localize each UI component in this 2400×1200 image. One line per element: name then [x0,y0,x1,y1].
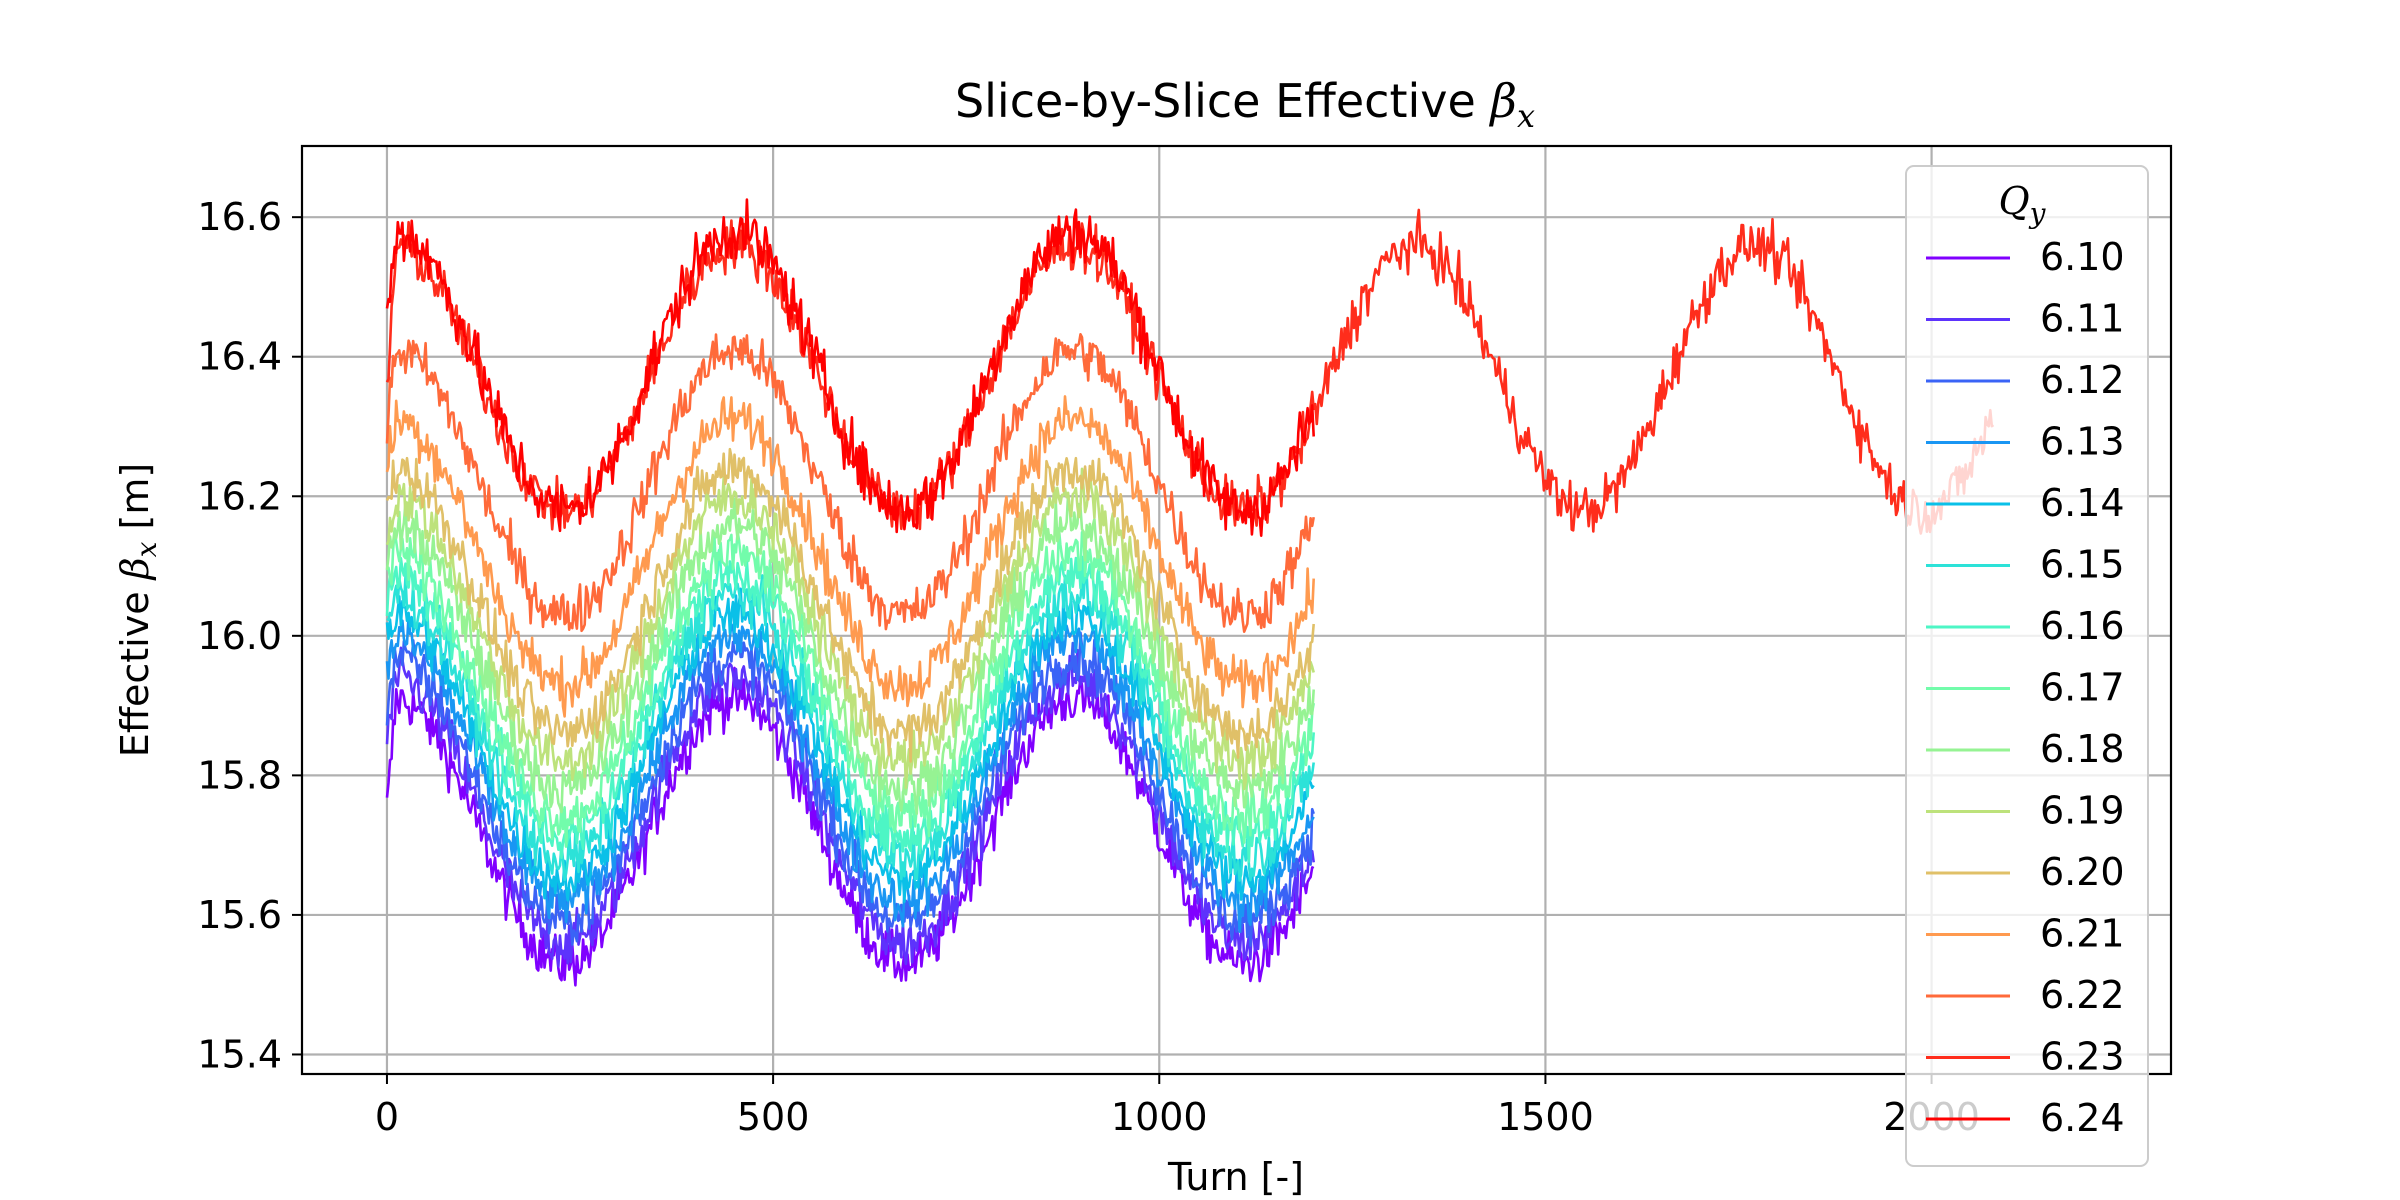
legend-label: 6.13 [2040,420,2125,464]
legend-label: 6.20 [2040,850,2125,894]
series-layer [385,198,1995,987]
series-line-6-17 [385,526,1315,848]
y-tick-label: 16.2 [197,474,282,518]
series-line-6-20 [385,447,1315,763]
legend-label: 6.18 [2040,727,2125,771]
legend: Qy 6.10 6.11 6.12 6.13 6.14 6.15 6.16 6.17 6.18 6… [1905,165,2149,1167]
series-line-6-12 [385,631,1315,947]
legend-label: 6.19 [2040,789,2125,833]
y-tick-label: 15.4 [197,1032,282,1076]
series-line-6-13 [385,613,1315,934]
axes-frame [300,144,2173,1076]
legend-label: 6.15 [2040,543,2125,587]
series-line-6-18 [385,493,1315,816]
y-tick-label: 15.6 [197,893,282,937]
legend-label: 6.21 [2040,912,2125,956]
y-tick-label: 15.8 [197,753,282,797]
x-tick-label: 1000 [1111,1095,1208,1139]
x-axis-ticks: 0500100015002000 [375,1074,1980,1139]
y-axis-ticks: 15.4 15.6 15.8 16.0 16.2 16.4 16.6 [197,195,302,1076]
series-line-6-22 [385,332,1315,634]
y-tick-label: 16.4 [197,335,282,379]
x-tick-label: 0 [375,1095,399,1139]
series-line-6-21 [385,395,1315,718]
legend-label: 6.11 [2040,297,2125,341]
series-line-6-10 [385,666,1315,987]
x-tick-label: 1500 [1497,1095,1594,1139]
y-tick-label: 16.6 [197,195,282,239]
legend-label: 6.16 [2040,604,2125,648]
legend-label: 6.22 [2040,973,2125,1017]
series-line-6-15 [386,571,1315,882]
legend-label: 6.24 [2040,1096,2125,1140]
legend-box [1905,165,2149,1167]
x-tick-label: 500 [737,1095,810,1139]
series-line-6-19 [385,466,1315,791]
legend-title: Qy [1999,179,2047,230]
legend-label: 6.23 [2040,1035,2125,1079]
y-tick-label: 16.0 [197,614,282,658]
chart-title: Slice-by-Slice Effective βx [955,74,1535,135]
legend-label: 6.10 [2040,235,2125,279]
series-line-6-23 [385,208,1995,535]
series-line-6-24 [385,198,1315,538]
legend-label: 6.17 [2040,666,2125,710]
legend-label: 6.14 [2040,481,2125,525]
x-axis-label: Turn [-] [1167,1155,1304,1199]
legend-label: 6.12 [2040,358,2125,402]
y-axis-label: Effective βx [m] [113,463,163,757]
